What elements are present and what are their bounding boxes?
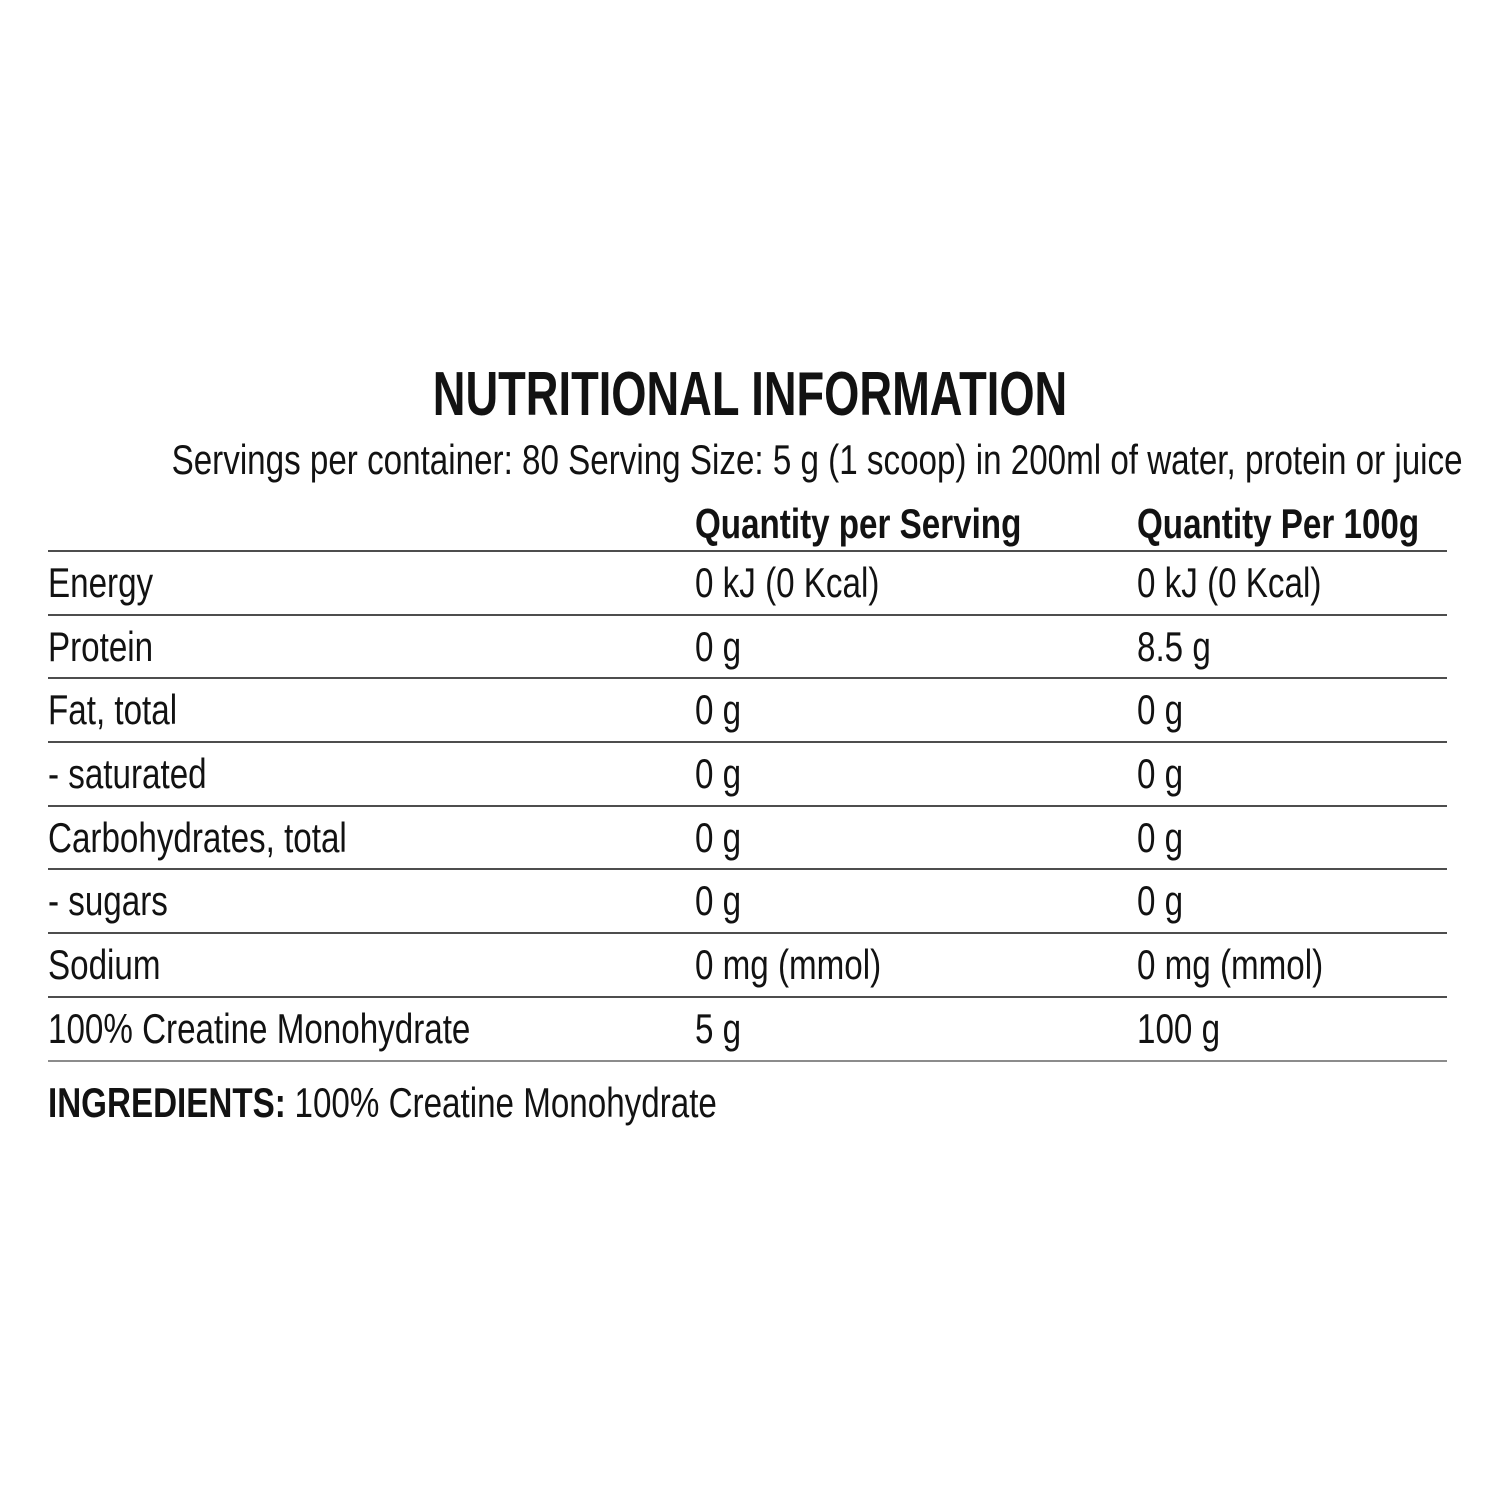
- row-per-serving: 5 g: [695, 1004, 742, 1052]
- serving-info-text: Servings per container: 80 Serving Size:…: [171, 436, 1463, 483]
- ingredients-value: 100% Creatine Monohydrate: [294, 1079, 717, 1126]
- table-row-creatine-monohydrate: 100% Creatine Monohydrate 5 g 100 g: [48, 998, 1447, 1062]
- row-label: Protein: [48, 622, 154, 670]
- page-title: NUTRITIONAL INFORMATION: [432, 360, 1068, 429]
- row-per-serving: 0 g: [695, 749, 742, 797]
- row-per-100g: 0 mg (mmol): [1137, 940, 1324, 988]
- table-row-sugars: - sugars 0 g 0 g: [48, 870, 1447, 935]
- serving-info: Servings per container: 80 Serving Size:…: [0, 436, 1500, 484]
- row-per-100g: 0 g: [1137, 813, 1184, 861]
- row-label: Fat, total: [48, 686, 178, 734]
- row-per-serving: 0 g: [695, 813, 742, 861]
- row-label: - sugars: [48, 877, 168, 925]
- row-label: Energy: [48, 558, 154, 606]
- column-header-per-100g: Quantity Per 100g: [1137, 499, 1420, 547]
- row-per-100g: 0 g: [1137, 749, 1184, 797]
- row-per-serving: 0 kJ (0 Kcal): [695, 558, 880, 606]
- table-row-energy: Energy 0 kJ (0 Kcal) 0 kJ (0 Kcal): [48, 552, 1447, 616]
- row-per-serving: 0 g: [695, 877, 742, 925]
- table-row-sodium: Sodium 0 mg (mmol) 0 mg (mmol): [48, 934, 1447, 998]
- table-row-saturated: - saturated 0 g 0 g: [48, 743, 1447, 807]
- row-label: 100% Creatine Monohydrate: [48, 1004, 471, 1052]
- table-header-row: Quantity per Serving Quantity Per 100g: [48, 497, 1447, 552]
- nutrition-table: Quantity per Serving Quantity Per 100g E…: [48, 497, 1447, 1062]
- row-per-serving: 0 g: [695, 622, 742, 670]
- table-row-fat-total: Fat, total 0 g 0 g: [48, 679, 1447, 744]
- row-per-serving: 0 mg (mmol): [695, 940, 882, 988]
- row-per-100g: 0 kJ (0 Kcal): [1137, 558, 1322, 606]
- ingredients-label: INGREDIENTS:: [48, 1079, 286, 1126]
- row-per-serving: 0 g: [695, 686, 742, 734]
- row-label: Sodium: [48, 940, 161, 988]
- ingredients-line: INGREDIENTS: 100% Creatine Monohydrate: [48, 1079, 895, 1126]
- row-per-100g: 0 g: [1137, 686, 1184, 734]
- row-per-100g: 100 g: [1137, 1004, 1221, 1052]
- row-per-100g: 8.5 g: [1137, 622, 1211, 670]
- table-row-carbohydrates-total: Carbohydrates, total 0 g 0 g: [48, 807, 1447, 871]
- row-label: Carbohydrates, total: [48, 813, 347, 861]
- row-per-100g: 0 g: [1137, 877, 1184, 925]
- column-header-per-serving: Quantity per Serving: [695, 499, 1022, 547]
- row-label: - saturated: [48, 749, 207, 797]
- table-row-protein: Protein 0 g 8.5 g: [48, 616, 1447, 680]
